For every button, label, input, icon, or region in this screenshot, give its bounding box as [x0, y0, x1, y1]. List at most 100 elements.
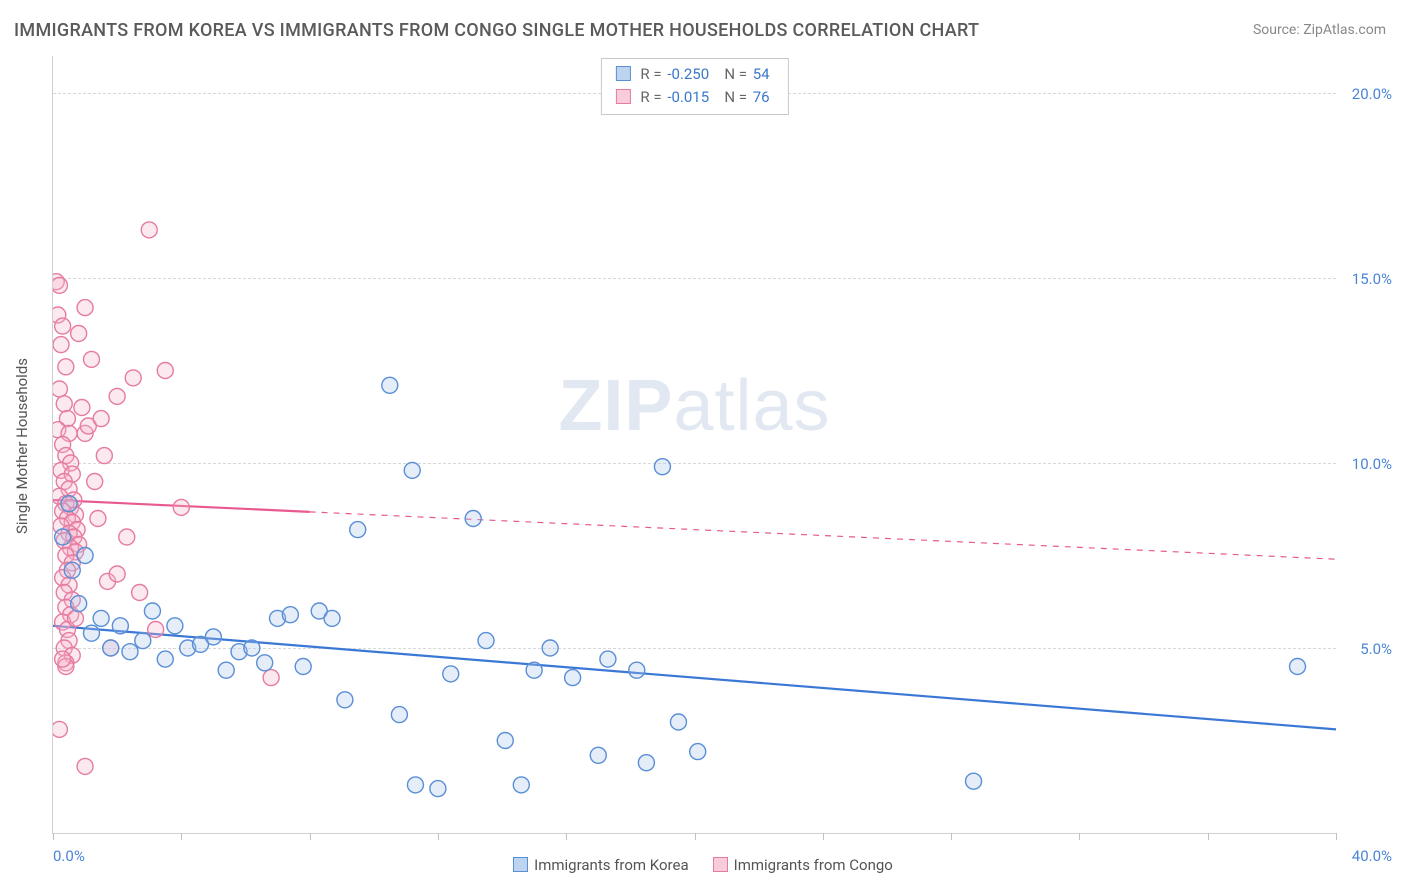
data-point-korea [157, 651, 173, 667]
data-point-korea [218, 662, 234, 678]
data-point-congo [96, 448, 112, 464]
data-point-korea [83, 625, 99, 641]
data-point-congo [55, 318, 71, 334]
x-tick [1079, 833, 1080, 840]
legend-swatch-congo [713, 857, 728, 872]
data-point-korea [112, 618, 128, 634]
data-point-korea [167, 618, 183, 634]
data-point-korea [565, 670, 581, 686]
source-attribution: Source: ZipAtlas.com [1253, 22, 1386, 38]
data-point-congo [119, 529, 135, 545]
stat-r-value-congo: -0.015 [667, 88, 709, 106]
x-tick [438, 833, 439, 840]
data-point-korea [407, 777, 423, 793]
data-point-congo [148, 622, 164, 638]
x-tick [181, 833, 182, 840]
y-tick-label: 15.0% [1344, 270, 1392, 288]
stat-n-value-korea: 54 [753, 65, 770, 83]
swatch-korea [615, 66, 630, 81]
data-point-congo [74, 400, 90, 416]
data-point-korea [77, 548, 93, 564]
y-axis-title: Single Mother Households [13, 358, 31, 534]
data-point-congo [56, 396, 72, 412]
y-tick-label: 10.0% [1344, 455, 1392, 473]
data-point-korea [61, 496, 77, 512]
scatter-svg [53, 56, 1336, 833]
data-point-congo [90, 511, 106, 527]
data-point-korea [324, 610, 340, 626]
data-point-korea [654, 459, 670, 475]
data-point-congo [53, 337, 69, 353]
data-point-congo [67, 610, 83, 626]
data-point-congo [87, 474, 103, 490]
data-point-korea [295, 659, 311, 675]
stat-r-label: R = [640, 65, 661, 83]
data-point-congo [77, 758, 93, 774]
data-point-korea [55, 529, 71, 545]
data-point-korea [257, 655, 273, 671]
data-point-korea [282, 607, 298, 623]
data-point-korea [670, 714, 686, 730]
data-point-congo [58, 359, 74, 375]
data-point-korea [391, 707, 407, 723]
data-point-congo [53, 381, 67, 397]
data-point-korea [382, 377, 398, 393]
legend-item-korea: Immigrants from Korea [513, 856, 688, 874]
legend-swatch-korea [513, 857, 528, 872]
data-point-congo [141, 222, 157, 238]
stat-n-value-congo: 76 [753, 88, 770, 106]
data-point-congo [53, 721, 67, 737]
data-point-korea [122, 644, 138, 660]
data-point-korea [337, 692, 353, 708]
trend-line-korea [53, 626, 1336, 730]
swatch-congo [615, 89, 630, 104]
data-point-congo [125, 370, 141, 386]
data-point-congo [93, 411, 109, 427]
stats-row-congo: R = -0.015 N = 76 [615, 86, 773, 109]
data-point-congo [157, 363, 173, 379]
data-point-korea [404, 462, 420, 478]
stats-row-korea: R = -0.250 N = 54 [615, 63, 773, 86]
data-point-korea [244, 640, 260, 656]
data-point-congo [109, 388, 125, 404]
data-point-korea [1290, 659, 1306, 675]
data-point-korea [135, 633, 151, 649]
data-point-korea [600, 651, 616, 667]
data-point-korea [71, 596, 87, 612]
data-point-congo [83, 351, 99, 367]
data-point-korea [430, 781, 446, 797]
data-point-korea [93, 610, 109, 626]
stat-n-label: N = [724, 88, 747, 106]
data-point-korea [205, 629, 221, 645]
stat-r-label: R = [640, 88, 661, 106]
y-tick-label: 20.0% [1344, 85, 1392, 103]
bottom-legend: Immigrants from KoreaImmigrants from Con… [0, 856, 1406, 874]
data-point-korea [629, 662, 645, 678]
x-tick [53, 833, 54, 840]
stat-r-value-korea: -0.250 [667, 65, 709, 83]
data-point-korea [144, 603, 160, 619]
data-point-congo [77, 300, 93, 316]
legend-label-korea: Immigrants from Korea [534, 856, 688, 874]
x-tick [823, 833, 824, 840]
data-point-congo [71, 326, 87, 342]
x-tick [695, 833, 696, 840]
data-point-korea [64, 562, 80, 578]
data-point-korea [526, 662, 542, 678]
plot-area: ZIPatlas 5.0%10.0%15.0%20.0% 0.0% 40.0% … [52, 56, 1336, 834]
x-tick [951, 833, 952, 840]
data-point-congo [132, 585, 148, 601]
trend-line-dashed-congo [310, 512, 1336, 559]
data-point-congo [263, 670, 279, 686]
data-point-korea [465, 511, 481, 527]
data-point-korea [443, 666, 459, 682]
x-tick [1208, 833, 1209, 840]
data-point-korea [590, 747, 606, 763]
data-point-korea [513, 777, 529, 793]
data-point-congo [55, 651, 71, 667]
data-point-congo [109, 566, 125, 582]
data-point-korea [542, 640, 558, 656]
x-tick [310, 833, 311, 840]
x-tick [1336, 833, 1337, 840]
chart-title: IMMIGRANTS FROM KOREA VS IMMIGRANTS FROM… [14, 20, 979, 41]
